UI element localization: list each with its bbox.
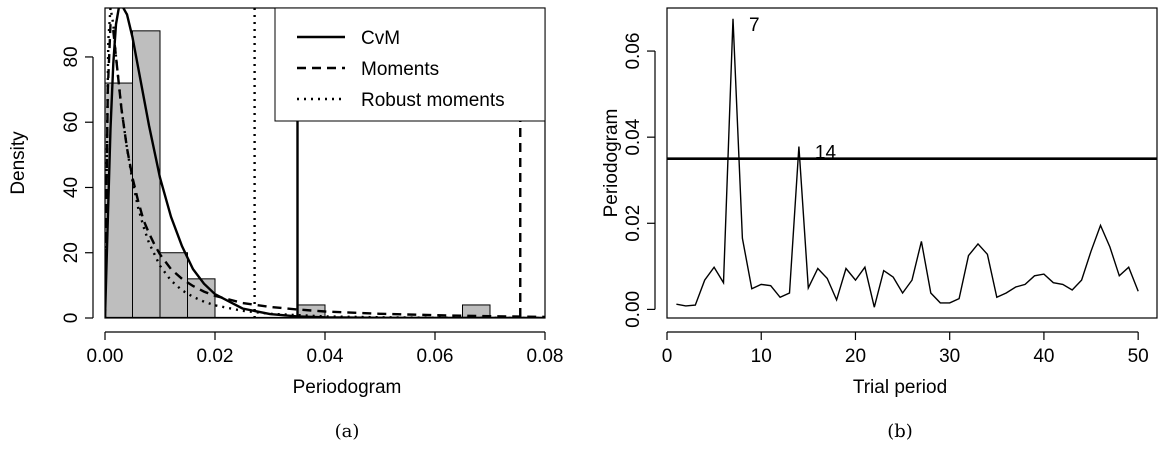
y-tick-label: 0 [61,313,82,324]
x-tick-label: 20 [845,346,866,367]
caption-b: (b) [887,421,913,442]
x-axis-a: 0.00 0.02 0.04 0.06 0.08 [87,331,564,367]
panel-b-periodogram: 0 10 20 30 40 50 0.00 0.02 0.04 0.06 7 14 Trial p… [601,7,1158,442]
x-axis-label-a: Periodogram [293,377,402,398]
x-tick-label: 0.02 [197,346,234,367]
density-curves [105,8,545,318]
y-axis-label-a: Density [8,131,29,195]
panel-a-histogram: 0.00 0.02 0.04 0.06 0.08 0 20 40 60 80 Periodogr… [8,7,564,442]
y-tick-label: 0.00 [623,291,644,328]
legend-label: Moments [361,59,439,80]
density-curve [105,23,545,318]
x-tick-label: 10 [751,346,772,367]
x-axis-label-b: Trial period [853,377,947,398]
histogram-bars [105,30,491,318]
x-tick-label: 0 [662,346,673,367]
x-tick-label: 0.04 [307,346,344,367]
x-tick-label: 30 [939,346,960,367]
plot-frame-b [666,7,1158,319]
peak-label: 14 [815,143,837,164]
legend: CvM Moments Robust moments [274,7,546,122]
y-tick-label: 40 [61,177,82,198]
caption-a: (a) [335,421,360,442]
x-axis-b: 0 10 20 30 40 50 [662,331,1149,367]
x-tick-label: 40 [1033,346,1054,367]
y-tick-label: 0.06 [623,33,644,70]
x-tick-label: 0.00 [87,346,124,367]
density-curve [105,8,545,318]
y-tick-label: 0.02 [623,205,644,242]
y-tick-label: 20 [61,242,82,263]
peak-annotations: 7 14 [749,15,837,164]
histogram-bar [132,30,161,318]
y-tick-label: 80 [61,46,82,67]
legend-box [274,7,546,122]
legend-label: CvM [361,28,400,49]
y-axis-b: 0.00 0.02 0.04 0.06 [623,33,656,328]
peak-label: 7 [749,15,760,36]
y-tick-label: 0.04 [623,118,644,155]
periodogram-series [676,18,1139,308]
x-tick-label: 0.06 [417,346,454,367]
y-axis-label-b: Periodogram [601,109,622,218]
legend-label: Robust moments [361,90,505,111]
y-axis-a: 0 20 40 60 80 [61,46,94,324]
y-tick-label: 60 [61,112,82,133]
x-tick-label: 0.08 [527,346,564,367]
histogram-bar [159,252,188,318]
x-tick-label: 50 [1128,346,1149,367]
